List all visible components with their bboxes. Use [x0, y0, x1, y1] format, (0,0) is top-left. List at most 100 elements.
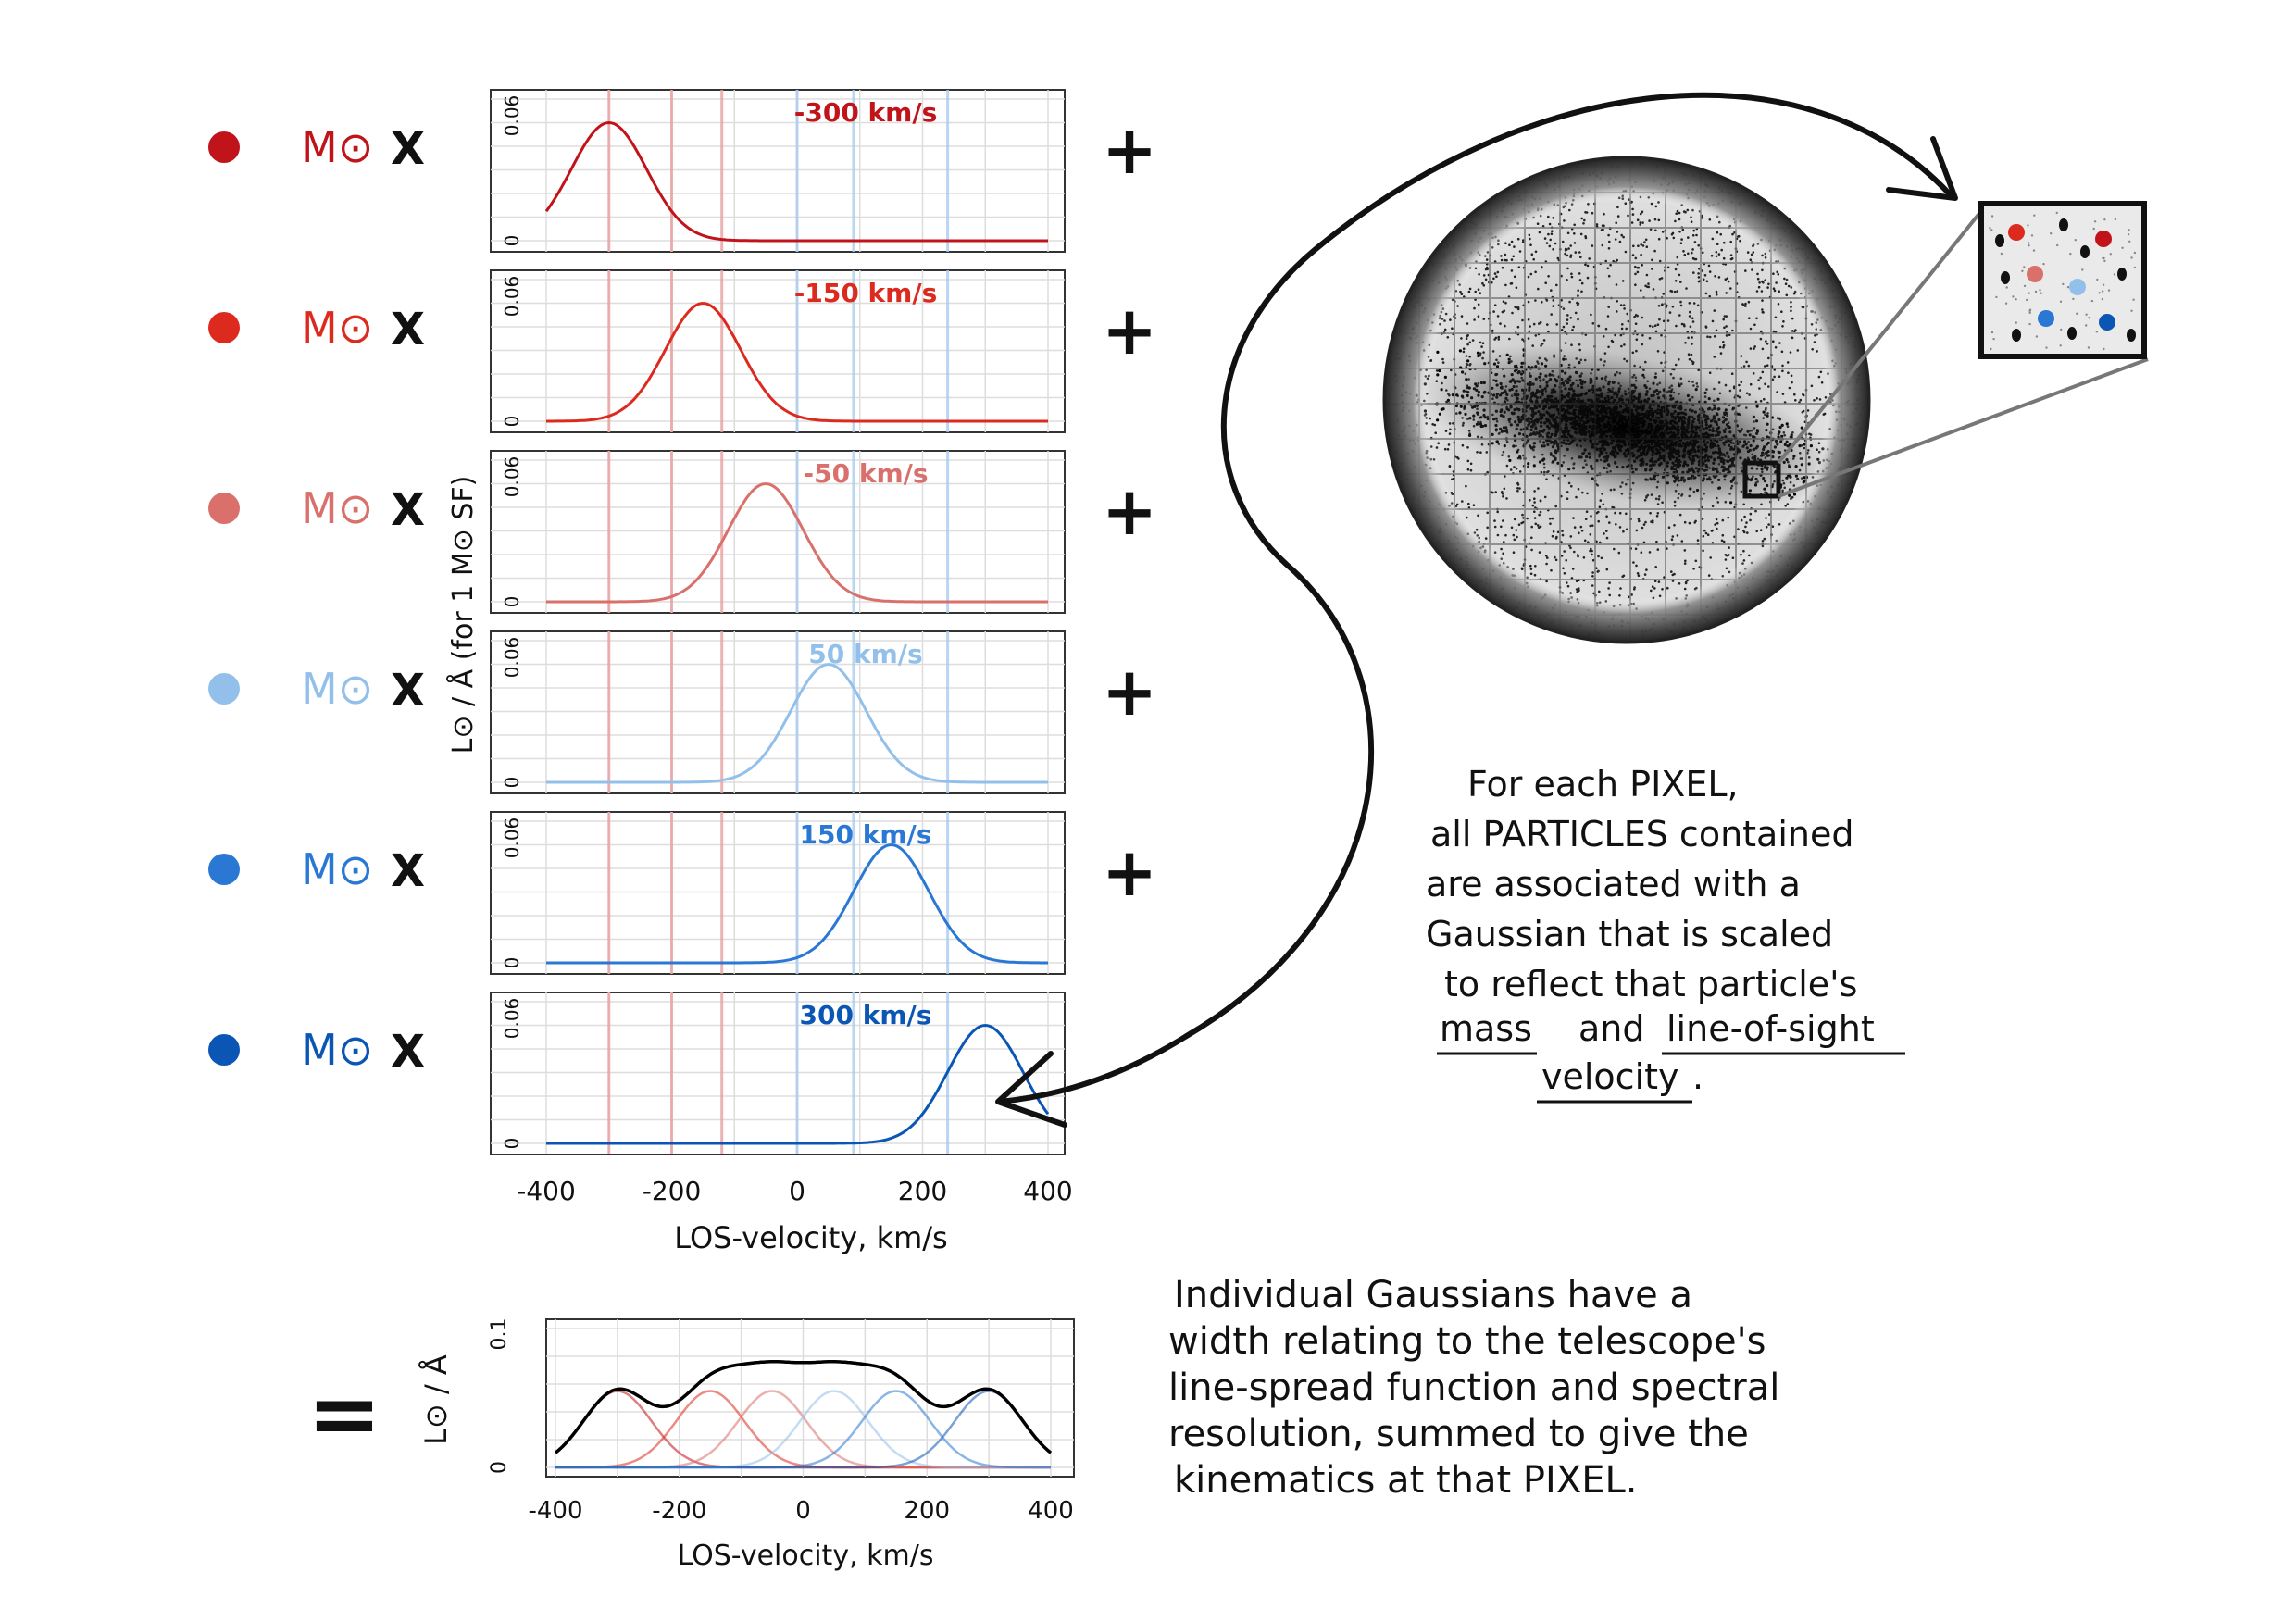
- inset-particle: [2117, 268, 2127, 281]
- inset-particle: [2001, 271, 2010, 284]
- sum-x-ticks: -400 -200 0 200 400: [528, 1497, 1073, 1525]
- sum-x-tick-label: 0: [795, 1497, 811, 1525]
- panel-2: 00.06-50 km/s: [491, 451, 1065, 613]
- sum-x-tick-label: -200: [652, 1497, 706, 1525]
- inset-particle: [2012, 329, 2021, 342]
- stacked-x-ticks: -400 -200 0 200 400: [517, 1176, 1073, 1206]
- stacked-x-axis-label: LOS-velocity, km/s: [674, 1220, 947, 1255]
- pixel-note-period: .: [1692, 1056, 1703, 1097]
- gaussians-note-line-5: kinematics at that PIXEL.: [1174, 1459, 1638, 1502]
- equals-sign: =: [307, 1362, 381, 1466]
- stacked-gaussian-panels: 00.06-300 km/s00.06-150 km/s00.06-50 km/…: [491, 90, 1065, 1154]
- y-tick-label: 0.06: [501, 998, 523, 1040]
- y-tick-label: 0.06: [501, 276, 523, 318]
- panel-5: 0 0.06 300 km/s: [491, 992, 1065, 1154]
- zoomed-pixel-inset: [1981, 204, 2144, 356]
- panel-4: 0 0.06 150 km/s: [491, 812, 1065, 974]
- pixel-note-line-3: are associated with a: [1426, 864, 1801, 905]
- velocity-label-4: 150 km/s: [800, 819, 932, 850]
- panel-frame: [491, 631, 1065, 793]
- inset-particle: [2080, 245, 2090, 258]
- mass-symbol: M⊙: [301, 664, 373, 714]
- x-tick-label: 200: [898, 1176, 947, 1206]
- x-tick-label: 0: [789, 1176, 805, 1206]
- gaussians-note-line-4: resolution, summed to give the: [1168, 1413, 1749, 1455]
- row-label-2: M⊙ X: [208, 483, 425, 536]
- velocity-label-2: -50 km/s: [803, 458, 928, 489]
- mass-symbol: M⊙: [301, 122, 373, 172]
- inset-particle: [1995, 234, 2004, 247]
- pixel-note-line-4: Gaussian that is scaled: [1426, 914, 1833, 954]
- sum-y-tick-label: 0.1: [488, 1318, 511, 1351]
- x-tick-label: 400: [1023, 1176, 1072, 1206]
- times-sign: X: [391, 665, 425, 717]
- plus-sign-0: +: [1102, 111, 1157, 189]
- summed-gaussian-panel: 00.1: [488, 1318, 1074, 1478]
- velocity-label-3: 50 km/s: [808, 639, 922, 669]
- inset-particle: [2038, 310, 2054, 327]
- pixel-note-and: and: [1578, 1008, 1645, 1049]
- sum-x-tick-label: -400: [528, 1497, 582, 1525]
- particle-dot: [208, 854, 240, 885]
- galaxy-image: [1384, 157, 1870, 643]
- y-tick-label: 0: [501, 1138, 523, 1150]
- x-tick-label: -400: [517, 1176, 576, 1206]
- mass-symbol: M⊙: [301, 483, 373, 533]
- sum-panel-frame: [546, 1319, 1074, 1477]
- panel-frame: [491, 451, 1065, 613]
- sum-y-tick-label: 0: [488, 1461, 511, 1474]
- particle-dot: [208, 131, 240, 163]
- gaussians-note-line-2: width relating to the telescope's: [1168, 1320, 1766, 1363]
- pixel-note-line-5: to reflect that particle's: [1444, 964, 1857, 1004]
- sum-x-tick-label: 200: [904, 1497, 950, 1525]
- inset-particle: [2127, 329, 2136, 342]
- plus-sign-2: +: [1102, 472, 1157, 550]
- y-tick-label: 0: [501, 957, 523, 969]
- times-sign: X: [391, 484, 425, 536]
- plus-sign-4: +: [1102, 833, 1157, 911]
- y-tick-label: 0.06: [501, 817, 523, 859]
- inset-particle: [2008, 224, 2025, 241]
- pixel-note-line-2: all PARTICLES contained: [1430, 814, 1853, 855]
- y-tick-label: 0.06: [501, 95, 523, 137]
- inset-particle: [2027, 266, 2043, 282]
- panel-frame: [491, 812, 1065, 974]
- inset-particle: [2069, 279, 2086, 295]
- row-label-0: M⊙X: [208, 122, 425, 175]
- inset-particle: [2099, 314, 2115, 331]
- pixel-note-mass: mass: [1440, 1008, 1532, 1049]
- row-labels: M⊙XM⊙XM⊙XM⊙XM⊙XM⊙X: [208, 122, 425, 1078]
- panel-frame: [491, 270, 1065, 432]
- particle-dot: [208, 312, 240, 343]
- velocity-label-0: -300 km/s: [794, 97, 938, 128]
- y-tick-label: 0: [501, 235, 523, 247]
- sum-x-axis-label: LOS-velocity, km/s: [678, 1540, 934, 1572]
- gaussians-note: Individual Gaussians have a width relati…: [1168, 1274, 1779, 1502]
- mass-symbol: M⊙: [301, 844, 373, 894]
- plus-sign-3: +: [1102, 653, 1157, 730]
- pixel-note-line-1: For each PIXEL,: [1467, 764, 1739, 805]
- x-tick-label: -200: [643, 1176, 702, 1206]
- gaussians-note-line-1: Individual Gaussians have a: [1174, 1274, 1692, 1316]
- panel-0: 0 0.06 -300 km/s: [491, 90, 1065, 252]
- particle-dot: [208, 673, 240, 705]
- plus-signs: + + + + +: [1102, 111, 1157, 911]
- pixel-note: For each PIXEL, all PARTICLES contained …: [1426, 764, 1905, 1102]
- pixel-note-velocity: velocity: [1541, 1056, 1679, 1097]
- inset-particle: [2059, 218, 2068, 231]
- inset-particle: [2095, 231, 2112, 247]
- velocity-label-5: 300 km/s: [800, 1000, 932, 1030]
- row-label-5: M⊙X: [208, 1025, 425, 1078]
- pixel-note-los: line-of-sight: [1666, 1008, 1875, 1049]
- panel-frame: [491, 992, 1065, 1154]
- y-tick-label: 0.06: [501, 637, 523, 679]
- row-label-3: M⊙ X: [208, 664, 425, 717]
- plus-sign-1: +: [1102, 292, 1157, 369]
- sum-x-tick-label: 400: [1028, 1497, 1074, 1525]
- particle-dot: [208, 1034, 240, 1066]
- panel-3: 0 0.06 50 km/s: [491, 631, 1065, 793]
- sum-y-axis-label: L⊙ / Å: [418, 1354, 454, 1445]
- y-tick-label: 0: [501, 777, 523, 789]
- stacked-y-axis-label: L⊙ / Å (for 1 M⊙ SF): [446, 476, 480, 755]
